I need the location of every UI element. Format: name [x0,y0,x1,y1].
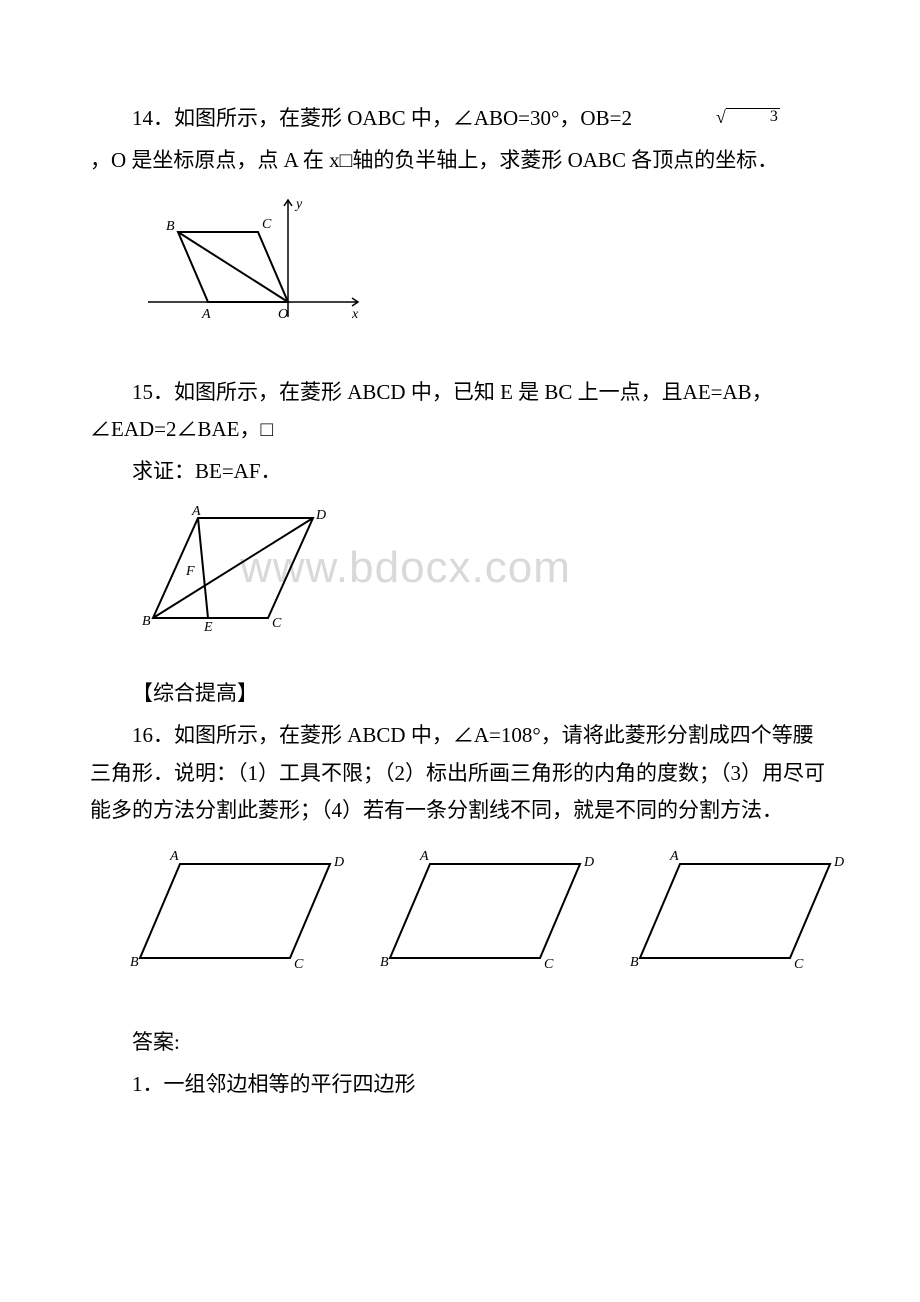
label-y: y [294,197,303,212]
q16-rhombus-1: A D B C [130,846,350,976]
label-C: C [262,217,272,232]
label-A: A [201,307,211,322]
answer-1: 1．一组邻边相等的平行四边形 [90,1066,830,1104]
q14-text-pre: 14．如图所示，在菱形 OABC 中，∠ABO=30°，OB=2 [132,106,632,130]
label-C: C [294,957,304,972]
sqrt-expr: √3 [632,100,780,138]
label-B: B [166,219,175,234]
label-C: C [794,957,804,972]
sqrt-symbol: √ [674,101,726,133]
label-O: O [278,307,288,322]
label-B: B [142,614,151,629]
q15-figure: A D B E C F [138,503,830,633]
label-C: C [272,616,282,631]
q16-rhombus-3: A D B C [630,846,850,976]
q14-line1: 14．如图所示，在菱形 OABC 中，∠ABO=30°，OB=2√3 [90,100,830,138]
q15-line1: 15．如图所示，在菱形 ABCD 中，已知 E 是 BC 上一点，且AE=AB，… [90,374,830,450]
label-D: D [315,508,326,523]
q16-figure-row: A D B C A D B C A D B C [130,846,850,976]
label-B: B [130,955,139,970]
q15-line2: 求证：BE=AF． [90,453,830,491]
label-E: E [203,620,213,633]
label-C: C [544,957,554,972]
label-x: x [351,307,359,322]
label-A: A [169,849,179,864]
label-B: B [630,955,639,970]
q14-figure: B C A O x y [138,192,830,332]
section-heading: 【综合提高】 [90,675,830,713]
sqrt-arg: 3 [726,108,780,125]
label-D: D [583,855,594,870]
answers-heading: 答案: [90,1024,830,1062]
label-A: A [419,849,429,864]
q16-rhombus-2: A D B C [380,846,600,976]
label-A: A [191,504,201,519]
label-F: F [185,564,195,579]
q14-line2: ，O 是坐标原点，点 A 在 x□轴的负半轴上，求菱形 OABC 各顶点的坐标． [90,142,830,180]
label-B: B [380,955,389,970]
label-A: A [669,849,679,864]
q16-text: 16．如图所示，在菱形 ABCD 中，∠A=108°，请将此菱形分割成四个等腰三… [90,717,830,830]
label-D: D [333,855,344,870]
label-D: D [833,855,844,870]
